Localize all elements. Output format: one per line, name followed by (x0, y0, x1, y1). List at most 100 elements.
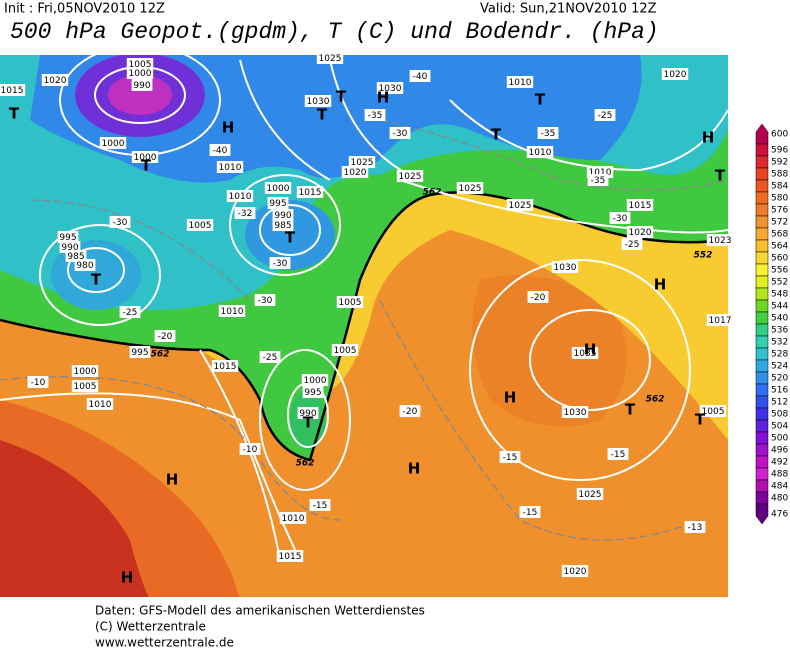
pressure-label: 1005 (702, 407, 725, 417)
pressure-center: T (303, 414, 314, 432)
pressure-label: 1005 (334, 346, 357, 356)
pressure-label: 1020 (629, 228, 652, 238)
pressure-label-box (576, 488, 604, 500)
pressure-label: 1015 (1, 86, 24, 96)
pressure-label-box (336, 296, 364, 308)
pressure-center: T (715, 167, 726, 185)
pressure-label: 995 (269, 199, 286, 209)
pressure-label-box (99, 137, 127, 149)
temperature-label-box (527, 291, 549, 303)
temperature-label-box (269, 257, 291, 269)
pressure-label-box (661, 68, 689, 80)
height-label: 562 (151, 350, 170, 360)
footer-line: www.wetterzentrale.de (95, 636, 234, 648)
colorbar-label: 500 (771, 434, 788, 444)
pressure-center: H (166, 471, 179, 489)
colorbar-label: 476 (771, 510, 788, 520)
colorbar-label: 560 (771, 254, 788, 264)
pressure-label: 990 (61, 243, 78, 253)
colorbar-cell (755, 467, 769, 481)
colorbar-cell (755, 191, 769, 205)
pressure-label-box (551, 261, 579, 273)
pressure-label-box (218, 305, 246, 317)
pressure-label: 1005 (129, 60, 152, 70)
colorbar-label: 528 (771, 350, 788, 360)
temperature-label: -30 (258, 296, 273, 306)
temperature-label-box (259, 351, 281, 363)
temperature-label-box (309, 499, 331, 511)
colorbar-cell (755, 431, 769, 445)
pressure-label-box (396, 170, 424, 182)
pressure-label-box (304, 95, 332, 107)
pressure-label: 1023 (709, 236, 732, 246)
height-label: 562 (296, 459, 315, 469)
pressure-label-box (296, 186, 324, 198)
temperature-label: -15 (503, 453, 518, 463)
colorbar-label: 552 (771, 278, 788, 288)
temperature-label: -10 (243, 445, 258, 455)
pressure-label: 990 (133, 81, 150, 91)
colorbar-cell (755, 203, 769, 217)
pressure-label-box (129, 346, 151, 358)
pressure-center: T (141, 157, 152, 175)
pressure-label: 1010 (529, 148, 552, 158)
colorbar-label: 576 (771, 206, 788, 216)
pressure-center: H (654, 276, 667, 294)
temperature-label: -32 (238, 209, 253, 219)
pressure-label: 995 (59, 233, 76, 243)
pressure-label-box (264, 182, 292, 194)
colorbar-cell (755, 455, 769, 469)
colorbar-label: 532 (771, 338, 788, 348)
footer-line: Daten: GFS-Modell des amerikanischen Wet… (95, 604, 425, 618)
pressure-label-box (272, 219, 294, 231)
pressure-label: 1020 (664, 70, 687, 80)
pressure-label: 1030 (564, 408, 587, 418)
colorbar-label: 504 (771, 422, 788, 432)
pressure-label-box (186, 219, 214, 231)
colorbar-label: 536 (771, 326, 788, 336)
pressure-label-box (131, 151, 159, 163)
pressure-center: T (9, 105, 20, 123)
colorbar-cell (755, 227, 769, 241)
pressure-label: 1035 (574, 349, 597, 359)
colorbar-cell (755, 123, 769, 145)
pressure-label: 1025 (579, 490, 602, 500)
colorbar-cell (755, 395, 769, 409)
colorbar-cell (755, 155, 769, 169)
colorbar-label: 488 (771, 470, 788, 480)
pressure-center: H (702, 129, 715, 147)
pressure-label-box (301, 374, 329, 386)
pressure-label-box (297, 407, 319, 419)
colorbar-cell (755, 443, 769, 457)
pressure-label-box (86, 398, 114, 410)
pressure-label: 1030 (307, 97, 330, 107)
colorbar-cell (755, 179, 769, 193)
colorbar-label: 584 (771, 182, 788, 192)
temperature-label: -15 (523, 508, 538, 518)
pressure-label: 1010 (589, 168, 612, 178)
pressure-label-box (272, 209, 294, 221)
temperature-label: -35 (591, 176, 606, 186)
temperature-label-box (119, 306, 141, 318)
pressure-center: H (584, 341, 597, 359)
temperature-label-box (109, 216, 131, 228)
pressure-label-box (561, 565, 589, 577)
pressure-label-box (71, 380, 99, 392)
pressure-label-box (526, 146, 554, 158)
pressure-label: 1030 (379, 84, 402, 94)
pressure-label: 1025 (399, 172, 422, 182)
pressure-label: 1000 (304, 376, 327, 386)
colorbar-cell (755, 479, 769, 493)
temperature-label: -30 (613, 214, 628, 224)
colorbar-label: 568 (771, 230, 788, 240)
colorbar-label: 520 (771, 374, 788, 384)
pressure-center: H (377, 89, 390, 107)
pressure-label-box (341, 166, 369, 178)
colorbar-cell (755, 491, 769, 505)
pressure-label-box (331, 344, 359, 356)
temperature-label: -25 (598, 111, 613, 121)
pressure-label: 1005 (339, 298, 362, 308)
pressure-label: 1025 (351, 158, 374, 168)
temperature-label: -25 (625, 240, 640, 250)
